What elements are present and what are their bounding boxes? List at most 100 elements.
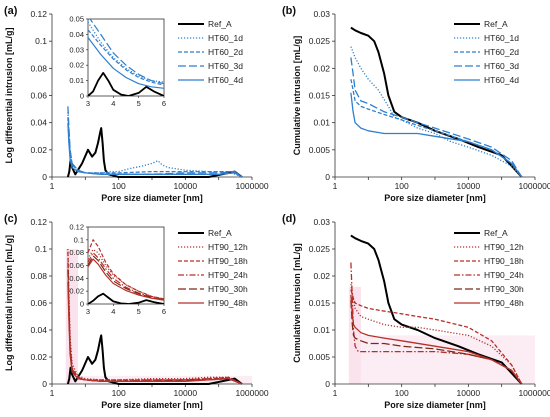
legend-entry: HT60_3d <box>208 61 243 71</box>
inset-series-line-ht60-1d <box>88 21 164 83</box>
x-tick-label: 100 <box>395 181 409 191</box>
legend-entry: Ref_A <box>484 228 508 238</box>
inset-frame <box>87 18 165 97</box>
series-line-ht60-2d <box>67 117 243 178</box>
panel-a: 0 0.02 0.04 0.06 0.08 0.1 0.12 1 100 10000 1000000… <box>4 5 269 203</box>
inset-series-line-ht90-18h <box>88 239 164 300</box>
inset-y-tick-label: 0.01 <box>69 76 84 85</box>
legend-entry: HT90_30h <box>484 284 524 294</box>
x-tick-label: 100 <box>395 388 409 398</box>
panel-c: 0 0.02 0.04 0.06 0.08 0.1 0.12 1 100 10000 1000000… <box>4 213 269 410</box>
legend-entry: HT90_18h <box>484 256 524 266</box>
legend-entry: HT60_2d <box>208 47 243 57</box>
panel-label: (b) <box>282 5 296 17</box>
legend-entry: HT90_48h <box>484 298 524 308</box>
inset-y-tick-label: 0.04 <box>69 274 84 283</box>
x-tick-label: 1000000 <box>235 181 268 191</box>
panel-b: 0 0.005 0.01 0.015 0.02 0.025 0.03 1 100 10000 100… <box>282 5 550 203</box>
y-tick-label: 0.04 <box>30 325 47 335</box>
inset-y-tick-label: 0.03 <box>69 45 84 54</box>
y-tick-label: 0.025 <box>309 244 331 254</box>
y-tick-label: 0.06 <box>30 91 47 101</box>
legend-entry: HT60_1d <box>208 33 243 43</box>
x-tick-label: 1000000 <box>518 388 550 398</box>
legend-entry: Ref_A <box>484 19 508 29</box>
legend: Ref_A HT90_12h HT90_18h HT90_24h HT90_30h HT9… <box>178 228 248 308</box>
y-tick-label: 0 <box>42 172 47 182</box>
legend-entry: HT90_12h <box>208 242 248 252</box>
x-tick-label: 1 <box>50 388 55 398</box>
legend-entry: HT60_4d <box>484 75 519 85</box>
series-line-ht60-2d <box>350 79 523 178</box>
inset-series-line-ref-a <box>88 292 164 304</box>
inset-x-tick-label: 6 <box>162 99 166 108</box>
y-tick-label: 0.02 <box>30 145 47 155</box>
inset-x-tick-label: 4 <box>111 99 115 108</box>
y-axis-label: Cumulative intrusion [mL/g] <box>292 36 302 156</box>
x-tick-label: 100 <box>112 181 126 191</box>
y-tick-label: 0.02 <box>30 352 47 362</box>
inset-x-tick-label: 6 <box>162 307 166 316</box>
inset-y-tick-label: 0.02 <box>69 287 84 296</box>
legend-entry: HT90_24h <box>208 270 248 280</box>
x-tick-label: 1 <box>333 181 338 191</box>
y-tick-label: 0.03 <box>313 9 330 19</box>
inset-series-line-ht90-12h <box>88 248 164 300</box>
x-axis-label: Pore size diameter [nm] <box>101 400 203 410</box>
x-tick-label: 1 <box>50 181 55 191</box>
series-line-ht60-1d <box>67 111 243 178</box>
inset-series-line-ht60-4d <box>88 37 164 89</box>
y-axis-label: Cumulative intrusion [mL/g] <box>292 243 302 363</box>
series-line-ref-a <box>66 334 243 385</box>
legend-entry: HT90_30h <box>208 284 248 294</box>
legend-entry: HT60_2d <box>484 47 519 57</box>
series-line-ht90-48h <box>350 294 523 385</box>
inset-x-tick-label: 5 <box>137 307 141 316</box>
inset-y-tick-label: 0.12 <box>69 223 84 232</box>
inset-x-tick-label: 3 <box>86 99 90 108</box>
inset-y-tick-label: 0.02 <box>69 61 84 70</box>
series-line-ht90-18h <box>350 289 523 385</box>
inset-y-tick-label: 0.04 <box>69 30 84 39</box>
x-tick-label: 1000000 <box>235 388 268 398</box>
inset-x-tick-label: 4 <box>111 307 115 316</box>
inset-series-group <box>88 239 164 304</box>
y-tick-label: 0.06 <box>30 298 47 308</box>
inset: 0 0.02 0.04 0.06 0.08 0.1 0.12 3 4 5 6 <box>69 223 166 317</box>
y-tick-label: 0.03 <box>313 217 330 227</box>
panel-label: (d) <box>282 213 296 225</box>
y-tick-label: 0.08 <box>30 63 47 73</box>
x-axis-label: Pore size diameter [nm] <box>101 193 203 203</box>
inset-y-tick-label: 0.1 <box>74 235 84 244</box>
legend-entry: HT90_18h <box>208 256 248 266</box>
inset-y-tick-label: 0 <box>80 92 84 101</box>
series-line-ht90-48h <box>67 282 243 385</box>
inset-y-tick-label: 0.08 <box>69 248 84 257</box>
y-tick-label: 0.1 <box>35 244 47 254</box>
legend: Ref_A HT60_1d HT60_2d HT60_3d HT60_4d <box>178 19 243 85</box>
y-tick-label: 0 <box>325 379 330 389</box>
x-tick-label: 1 <box>333 388 338 398</box>
inset-series-group <box>88 19 164 96</box>
series-line-ht90-12h <box>350 283 523 385</box>
y-tick-label: 0.025 <box>309 36 331 46</box>
inset-series-line-ht90-30h <box>88 255 164 301</box>
inset-series-line-ht60-3d <box>89 19 164 85</box>
y-tick-label: 0.01 <box>313 325 330 335</box>
y-tick-label: 0.005 <box>309 352 331 362</box>
legend-entry: HT90_24h <box>484 270 524 280</box>
y-tick-label: 0.04 <box>30 118 47 128</box>
series-line-ht60-3d <box>67 106 243 178</box>
series-line-ht60-3d <box>350 57 523 178</box>
inset-series-line-ref-a <box>88 72 164 96</box>
y-tick-label: 0.005 <box>309 145 331 155</box>
y-tick-label: 0.08 <box>30 271 47 281</box>
legend: Ref_A HT90_12h HT90_18h HT90_24h HT90_30h HT9… <box>454 228 524 308</box>
series-line-ref-a <box>66 127 243 178</box>
y-tick-label: 0.015 <box>309 91 331 101</box>
inset-x-tick-label: 5 <box>137 99 141 108</box>
legend-entry: Ref_A <box>208 19 232 29</box>
panel-label: (a) <box>4 5 18 17</box>
y-axis-label: Log differential intrusion [mL/g] <box>4 235 14 371</box>
